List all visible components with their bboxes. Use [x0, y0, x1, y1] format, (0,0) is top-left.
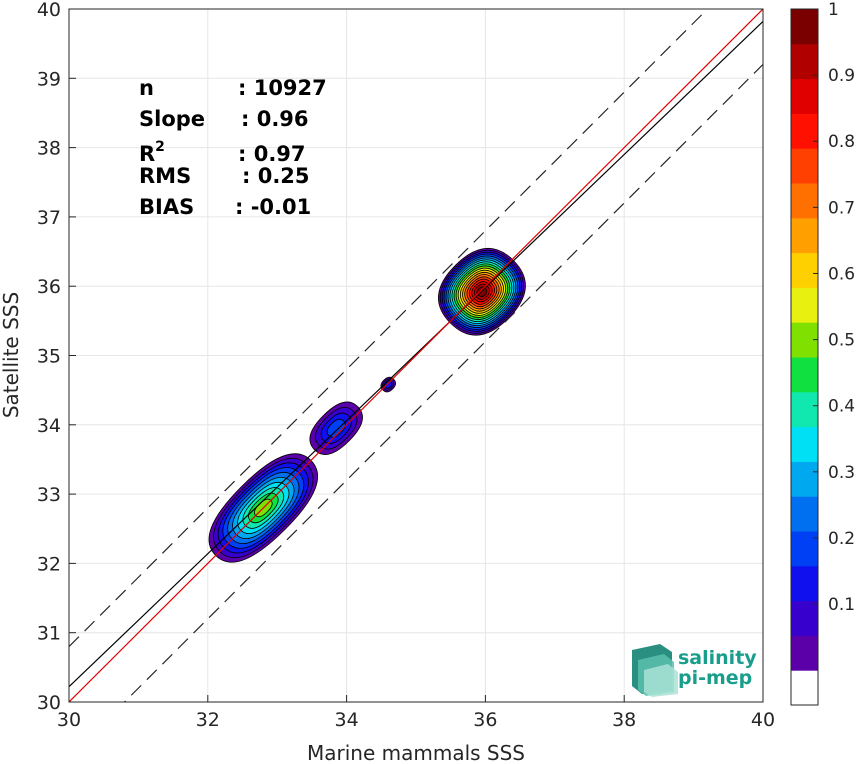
salinity-pimep-logo: salinity pi-mep	[632, 644, 757, 697]
y-tick-label: 40	[37, 0, 61, 21]
colorbar-band	[791, 113, 818, 149]
colorbar-ticks: 0.1 0.2 0.3 0.4 0.5 0.6 0.7 0.8 0.9 1	[813, 0, 855, 615]
y-tick-label: 38	[37, 138, 61, 160]
colorbar-band	[791, 565, 818, 602]
x-tick-label: 34	[335, 709, 359, 731]
colorbar-band	[791, 600, 818, 636]
stat-value: : 10927	[238, 76, 327, 100]
colorbar-band	[791, 252, 818, 288]
grid-lines	[69, 9, 763, 702]
stat-value: : 0.96	[241, 107, 309, 131]
x-tick-label: 32	[196, 709, 220, 731]
colorbar-band	[791, 43, 818, 80]
colorbar-tick-label: 0.1	[828, 595, 855, 615]
colorbar	[790, 8, 819, 706]
contour-level-2-4	[326, 418, 346, 438]
stat-value: : -0.01	[235, 195, 311, 219]
stat-label: Slope	[139, 107, 205, 131]
colorbar-frame	[790, 8, 819, 706]
logo-line-1: salinity	[678, 647, 757, 669]
one-to-one-line	[69, 9, 763, 702]
y-axis-label: Satellite SSS	[0, 292, 23, 418]
x-axis-label: Marine mammals SSS	[307, 741, 525, 764]
y-tick-label: 30	[37, 692, 61, 714]
x-tick-label: 38	[612, 709, 636, 731]
y-tick-label: 36	[37, 276, 61, 298]
fit-line	[69, 21, 763, 688]
colorbar-band	[791, 287, 818, 323]
colorbar-tick-label: 0.6	[828, 264, 855, 284]
colorbar-tick-label: 0.9	[828, 66, 855, 86]
colorbar-band	[791, 426, 818, 462]
y-tick-label: 33	[37, 484, 61, 506]
x-axis-ticks: 30 32 34 36 38 40	[57, 695, 775, 731]
colorbar-band	[791, 635, 818, 671]
colorbar-band	[791, 496, 818, 532]
x-tick-label: 30	[57, 709, 81, 731]
colorbar-band	[791, 183, 818, 219]
colorbar-band	[791, 217, 818, 254]
stat-value: : 0.97	[238, 142, 306, 166]
colorbar-tick-label: 0.5	[828, 331, 855, 351]
x-tick-label: 40	[751, 709, 775, 731]
y-tick-label: 35	[37, 346, 61, 368]
stat-label: n	[139, 76, 154, 100]
colorbar-band	[791, 670, 818, 706]
bound-line	[69, 9, 709, 647]
bound-line	[123, 64, 763, 702]
stat-superscript: 2	[155, 139, 165, 155]
x-tick-label: 36	[473, 709, 497, 731]
colorbar-band	[791, 357, 818, 393]
colorbar-tick-label: 0.2	[828, 529, 855, 549]
colorbar-band	[791, 531, 818, 567]
stat-label: BIAS	[139, 195, 194, 219]
y-tick-label: 32	[37, 553, 61, 575]
colorbar-band	[791, 78, 818, 114]
logo-line-2: pi-mep	[678, 667, 752, 689]
colorbar-band	[791, 461, 818, 497]
y-tick-label: 31	[37, 623, 61, 645]
y-tick-label: 39	[37, 68, 61, 90]
colorbar-band	[791, 391, 818, 428]
colorbar-tick-label: 0.3	[828, 463, 855, 483]
colorbar-tick-label: 0.4	[828, 397, 855, 417]
y-axis-ticks: 30 31 32 33 34 35 36 37 38 39 40	[37, 0, 76, 714]
y-tick-label: 34	[37, 415, 61, 437]
stat-label: RMS	[139, 164, 191, 188]
reference-lines	[69, 9, 763, 702]
logo-waves-icon	[632, 644, 678, 697]
colorbar-tick-label: 1	[828, 0, 839, 20]
stat-value: : 0.25	[242, 164, 310, 188]
colorbar-tick-label: 0.7	[828, 198, 855, 218]
colorbar-band	[791, 9, 818, 45]
colorbar-band	[791, 148, 818, 184]
y-tick-label: 37	[37, 207, 61, 229]
colorbar-tick-label: 0.8	[828, 132, 855, 152]
